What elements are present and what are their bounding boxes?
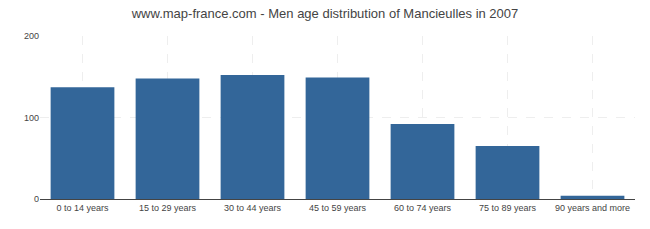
svg-text:15 to 29 years: 15 to 29 years [139,203,197,213]
svg-text:30 to 44 years: 30 to 44 years [224,203,282,213]
svg-text:90 years and more: 90 years and more [555,203,630,213]
svg-text:100: 100 [24,113,39,123]
svg-text:www.map-france.com - Men age d: www.map-france.com - Men age distributio… [131,6,519,21]
svg-text:0 to 14 years: 0 to 14 years [56,203,109,213]
svg-text:60 to 74 years: 60 to 74 years [394,203,452,213]
svg-text:75 to 89 years: 75 to 89 years [479,203,537,213]
svg-text:45 to 59 years: 45 to 59 years [309,203,367,213]
svg-text:0: 0 [34,194,39,204]
svg-text:200: 200 [24,31,39,41]
